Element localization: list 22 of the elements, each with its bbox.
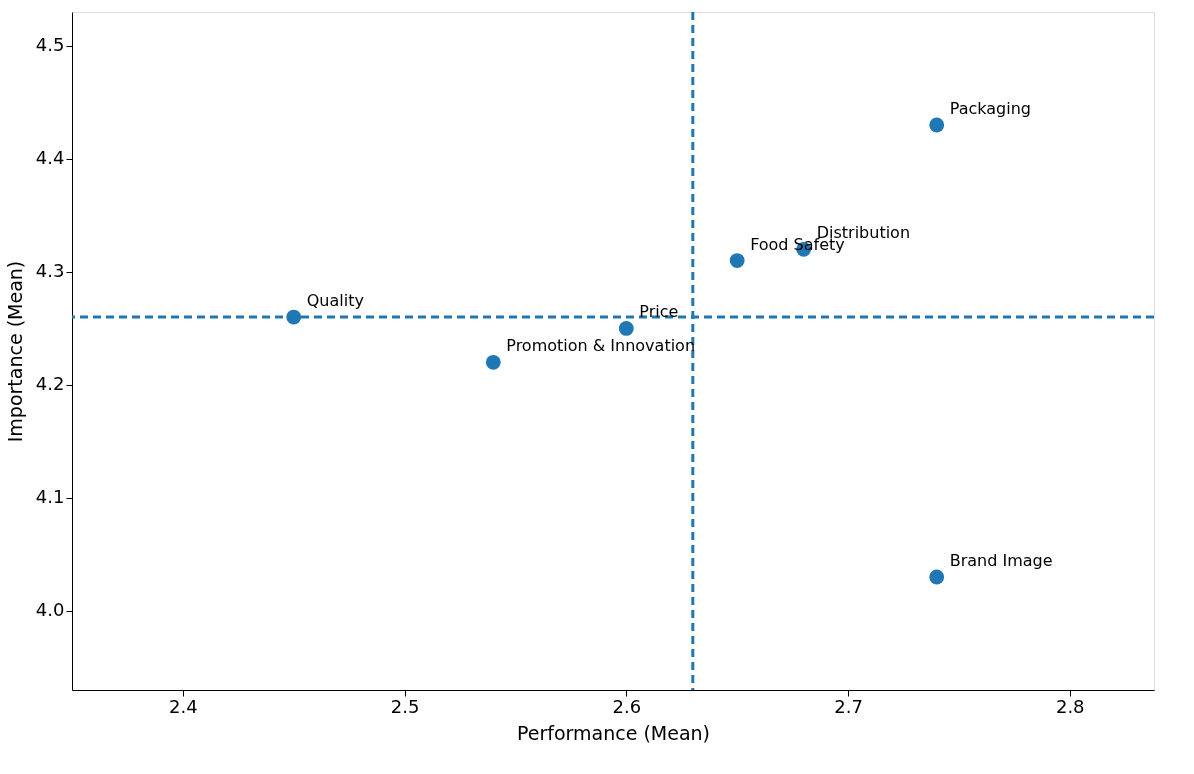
x-tick-label: 2.4 [169,695,198,717]
point [485,354,501,370]
annotation: Packaging [949,99,1031,118]
annotation: Promotion & Innovation [506,336,696,356]
point [729,253,745,268]
y-axis-title: Importance (Mean) [3,260,26,443]
point [929,117,945,133]
y-tick-label: 4.4 [35,147,65,169]
annotation: Quality [306,291,364,311]
y-tick-label: 4.5 [35,34,65,56]
x-tick-label: 2.5 [390,695,420,717]
x-axis-title: Performance (Mean) [516,721,711,744]
point [929,569,945,585]
y-tick-label: 4.2 [35,373,65,395]
y-tick-label: 4.1 [35,486,65,508]
annotation: Brand Image [949,551,1053,570]
x-tick-label: 2.6 [612,695,642,717]
y-tick-label: 4.0 [35,599,65,621]
point [618,321,634,336]
x-tick-label: 2.8 [1055,695,1085,717]
x-tick-label: 2.7 [834,695,863,717]
y-tick-label: 4.3 [35,260,65,282]
